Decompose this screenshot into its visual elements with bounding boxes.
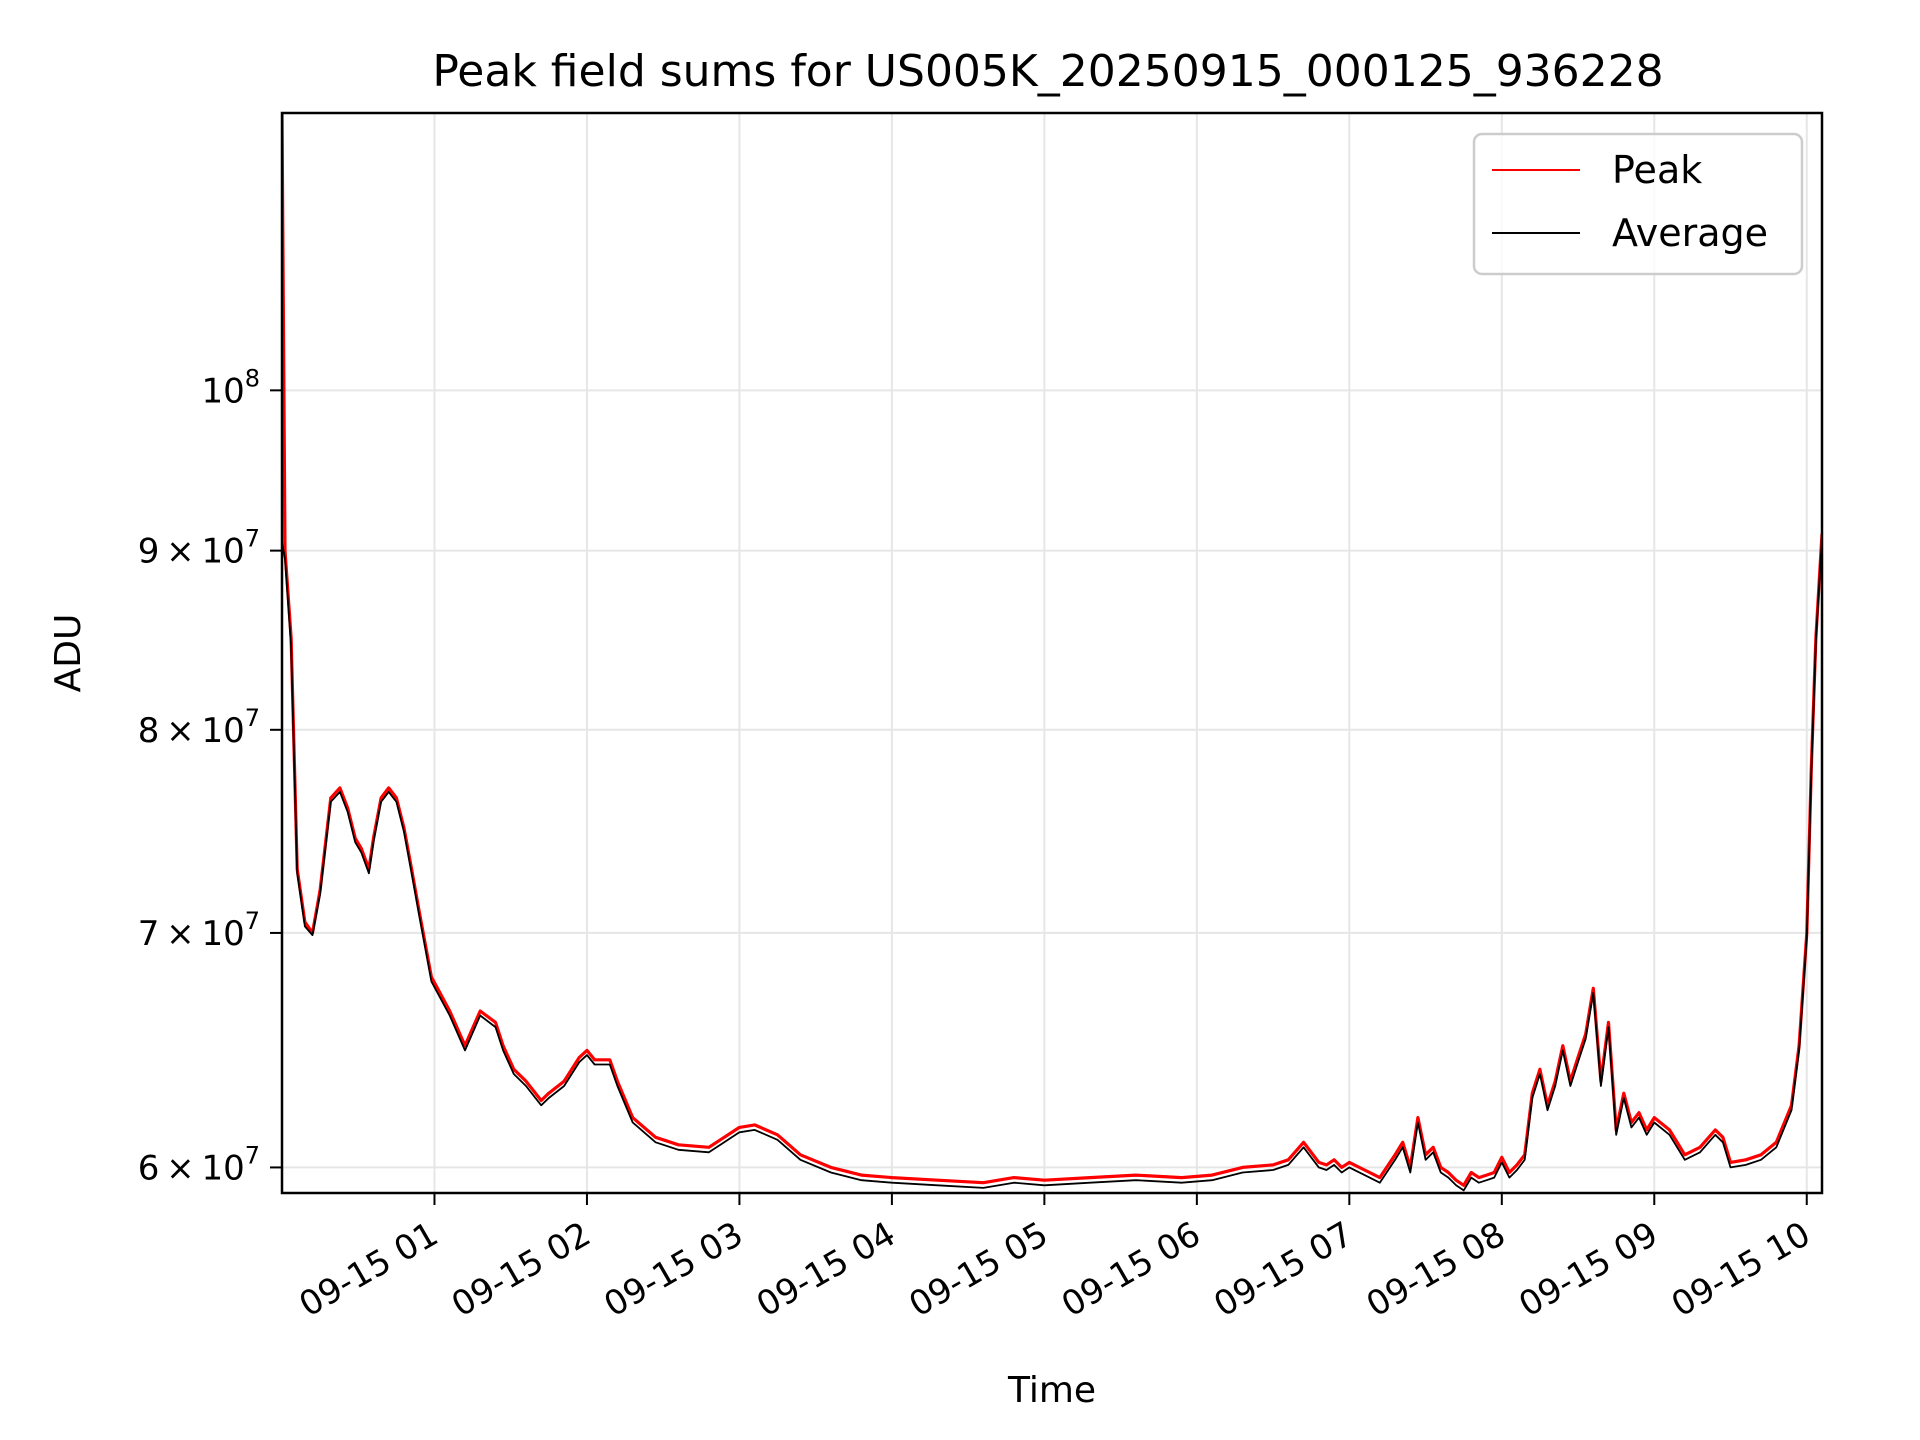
series-line-average — [282, 537, 1822, 1192]
x-axis-label: Time — [1007, 1370, 1096, 1411]
y-tick-label: 7 × 107 — [138, 907, 260, 954]
y-axis: 6 × 107 7 × 107 8 × 107 9 × 107 108 — [138, 364, 282, 1188]
grid — [282, 113, 1822, 1193]
series-layer — [282, 113, 1822, 1192]
chart-title: Peak field sums for US005K_20250915_0001… — [432, 46, 1663, 97]
y-tick-label: 6 × 107 — [138, 1141, 260, 1188]
y-tick-label: 8 × 107 — [138, 704, 260, 751]
y-axis-label: ADU — [48, 614, 89, 693]
y-tick-label: 108 — [201, 364, 260, 411]
legend-label-average: Average — [1612, 211, 1768, 255]
legend: Peak Average — [1472, 132, 1804, 276]
legend-label-peak: Peak — [1612, 148, 1702, 192]
y-tick-label: 9 × 107 — [138, 525, 260, 572]
plot-frame — [280, 111, 1824, 1195]
